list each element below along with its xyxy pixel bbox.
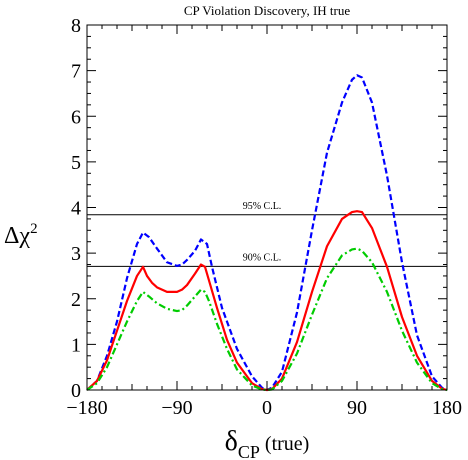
y-tick-label: 0 (71, 380, 81, 402)
y-tick-label: 6 (71, 106, 81, 128)
x-axis-label-symbol: δ (225, 426, 238, 457)
chart-title: CP Violation Discovery, IH true (184, 3, 351, 18)
x-axis-label: δCP (true) (225, 426, 310, 460)
y-tick-label: 4 (71, 198, 81, 220)
y-axis-label: Δχ2 (4, 221, 38, 249)
x-tick-label: −180 (66, 397, 107, 419)
x-tick-label: 0 (262, 397, 272, 419)
y-tick-label: 2 (71, 289, 81, 311)
y-tick-label: 1 (71, 334, 81, 356)
reference-line-label: 95% C.L. (243, 201, 282, 212)
y-axis-label-superscript: 2 (30, 221, 38, 237)
x-tick-label: 180 (432, 397, 462, 419)
series-line-1-dashed (86, 74, 448, 392)
reference-line-label: 90% C.L. (243, 252, 282, 263)
y-tick-label: 8 (71, 15, 81, 37)
x-tick-label: −90 (161, 397, 192, 419)
tick-labels: 0 1 2 3 4 5 6 7 8 −180 −90 0 90 180 (66, 15, 462, 419)
series-line-2-solid (86, 210, 448, 392)
x-axis-label-subscript: CP (238, 442, 260, 460)
x-tick-label: 90 (347, 397, 367, 419)
y-tick-label: 7 (71, 61, 81, 83)
x-axis-label-suffix: (true) (260, 433, 309, 455)
series-group (86, 74, 448, 392)
series-line-3-dashdot (86, 247, 448, 392)
reference-lines: 95% C.L. 90% C.L. (87, 201, 447, 267)
y-tick-label: 5 (71, 152, 81, 174)
y-tick-label: 3 (71, 243, 81, 265)
axis-ticks (86, 24, 448, 391)
y-axis-label-symbol: Δχ (4, 223, 30, 249)
